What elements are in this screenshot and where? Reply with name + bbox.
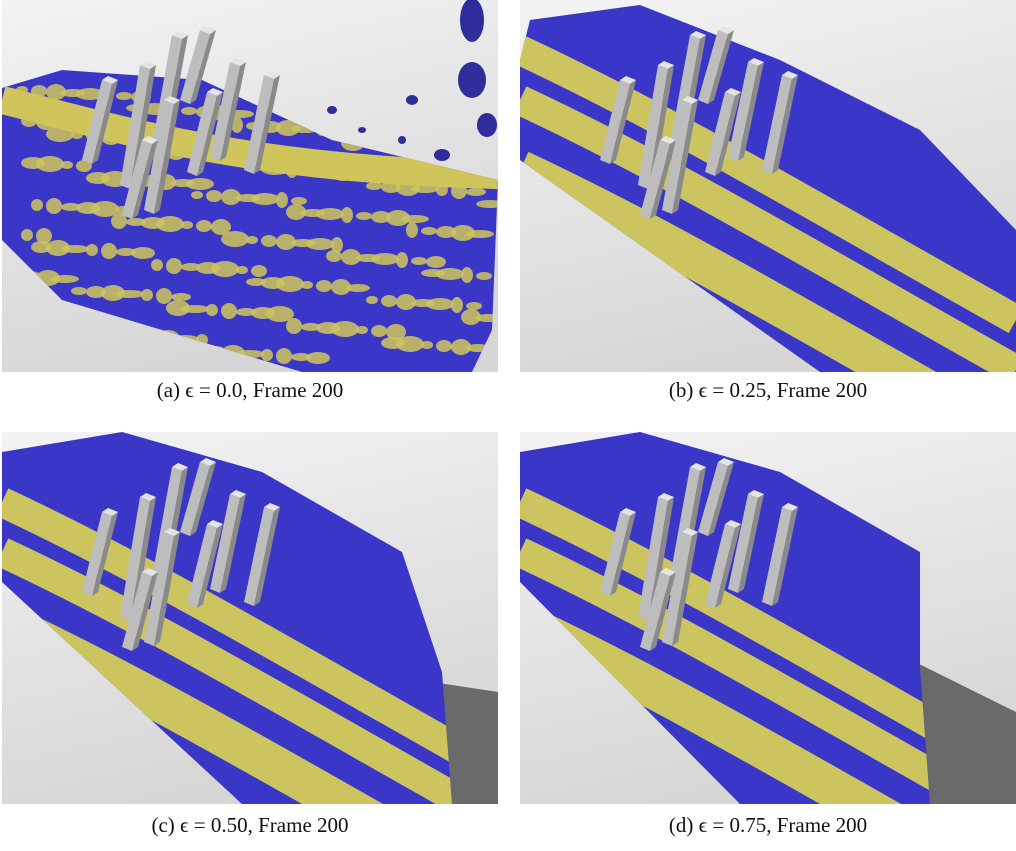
fluid-blob (101, 243, 117, 259)
fluid-blob (156, 216, 184, 232)
fluid-blob (381, 295, 397, 307)
fluid-blob (86, 244, 98, 256)
fluid-blob (141, 289, 153, 301)
fluid-blob (211, 261, 239, 277)
fluid-blob (191, 191, 203, 199)
fluid-blob (411, 257, 427, 265)
fluid-blob (406, 222, 418, 238)
fluid-blob (221, 303, 237, 319)
fluid-blob (341, 207, 353, 223)
fluid-blob (291, 197, 307, 205)
droplet (398, 136, 406, 144)
fluid-blob (151, 259, 163, 271)
render-image (520, 432, 1016, 804)
fluid-blob (21, 229, 33, 241)
figure: {"figure": {"panels": [ {"caption": "(a)… (0, 0, 1016, 851)
fluid-blob (51, 275, 79, 283)
fluid-blob (451, 297, 463, 313)
fluid-blob (476, 272, 492, 280)
fluid-blob (251, 265, 267, 277)
fluid-blob (156, 288, 172, 304)
fluid-blob (346, 284, 370, 292)
fluid-blob (181, 221, 193, 229)
fluid-blob (301, 281, 313, 289)
fluid-blob (36, 156, 64, 172)
fluid-blob (36, 228, 52, 244)
fluid-blob (171, 293, 191, 301)
fluid-blob (421, 227, 437, 235)
fluid-blob (61, 161, 73, 169)
fluid-blob (181, 107, 197, 115)
fluid-blob (251, 193, 279, 205)
droplet (477, 113, 497, 137)
fluid-blob (371, 325, 387, 337)
fluid-blob (206, 190, 222, 202)
caption: (c) ϵ = 0.50, Frame 200 (2, 813, 498, 838)
fluid-blob (46, 198, 62, 214)
fluid-blob (401, 215, 429, 223)
fluid-blob (206, 304, 218, 316)
fluid-blob (466, 230, 494, 238)
fluid-blob (306, 352, 330, 364)
fluid-blob (436, 340, 452, 352)
render-image (2, 0, 498, 372)
caption: (a) ϵ = 0.0, Frame 200 (2, 378, 498, 403)
fluid-blob (356, 326, 368, 334)
droplet (358, 127, 366, 133)
fluid-blob (366, 296, 378, 304)
fluid-blob (331, 321, 359, 337)
fluid-blob (116, 92, 132, 100)
fluid-blob (166, 258, 182, 274)
fluid-blob (266, 306, 294, 322)
fluid-blob (316, 208, 344, 220)
fluid-blob (186, 178, 214, 190)
caption: (b) ϵ = 0.25, Frame 200 (520, 378, 1016, 403)
fluid-blob (461, 267, 473, 283)
fluid-blob (246, 236, 258, 244)
fluid-blob (116, 290, 144, 298)
fluid-blob (316, 280, 332, 292)
fluid-blob (331, 237, 343, 253)
fluid-blob (131, 247, 155, 259)
fluid-blob (436, 268, 464, 280)
fluid-blob (236, 266, 248, 274)
droplet (327, 106, 337, 114)
fluid-blob (91, 201, 119, 217)
fluid-blob (31, 199, 43, 211)
fluid-blob (261, 235, 277, 247)
fluid-blob (356, 212, 372, 220)
caption: (d) ϵ = 0.75, Frame 200 (520, 813, 1016, 838)
fluid-blob (466, 302, 482, 310)
fluid-blob (181, 305, 209, 313)
droplet (434, 149, 450, 161)
fluid-blob (421, 341, 433, 349)
droplet (460, 0, 484, 42)
fluid-blob (371, 253, 399, 265)
render-image (520, 0, 1016, 372)
fluid-blob (261, 349, 273, 361)
fluid-blob (426, 256, 446, 268)
fluid-blob (466, 188, 486, 196)
droplet (406, 95, 418, 105)
fluid-blob (426, 298, 454, 310)
droplet (458, 62, 486, 98)
fluid-blob (276, 192, 288, 208)
fluid-blob (276, 276, 304, 292)
fluid-blob (396, 252, 408, 268)
fluid-blob (196, 220, 212, 232)
fluid-blob (386, 324, 406, 340)
render-image (2, 432, 498, 804)
fluid-blob (61, 245, 89, 253)
fluid-blob (71, 287, 87, 295)
fluid-blob (276, 348, 292, 364)
fluid-blob (211, 219, 231, 235)
fluid-blob (306, 238, 334, 250)
